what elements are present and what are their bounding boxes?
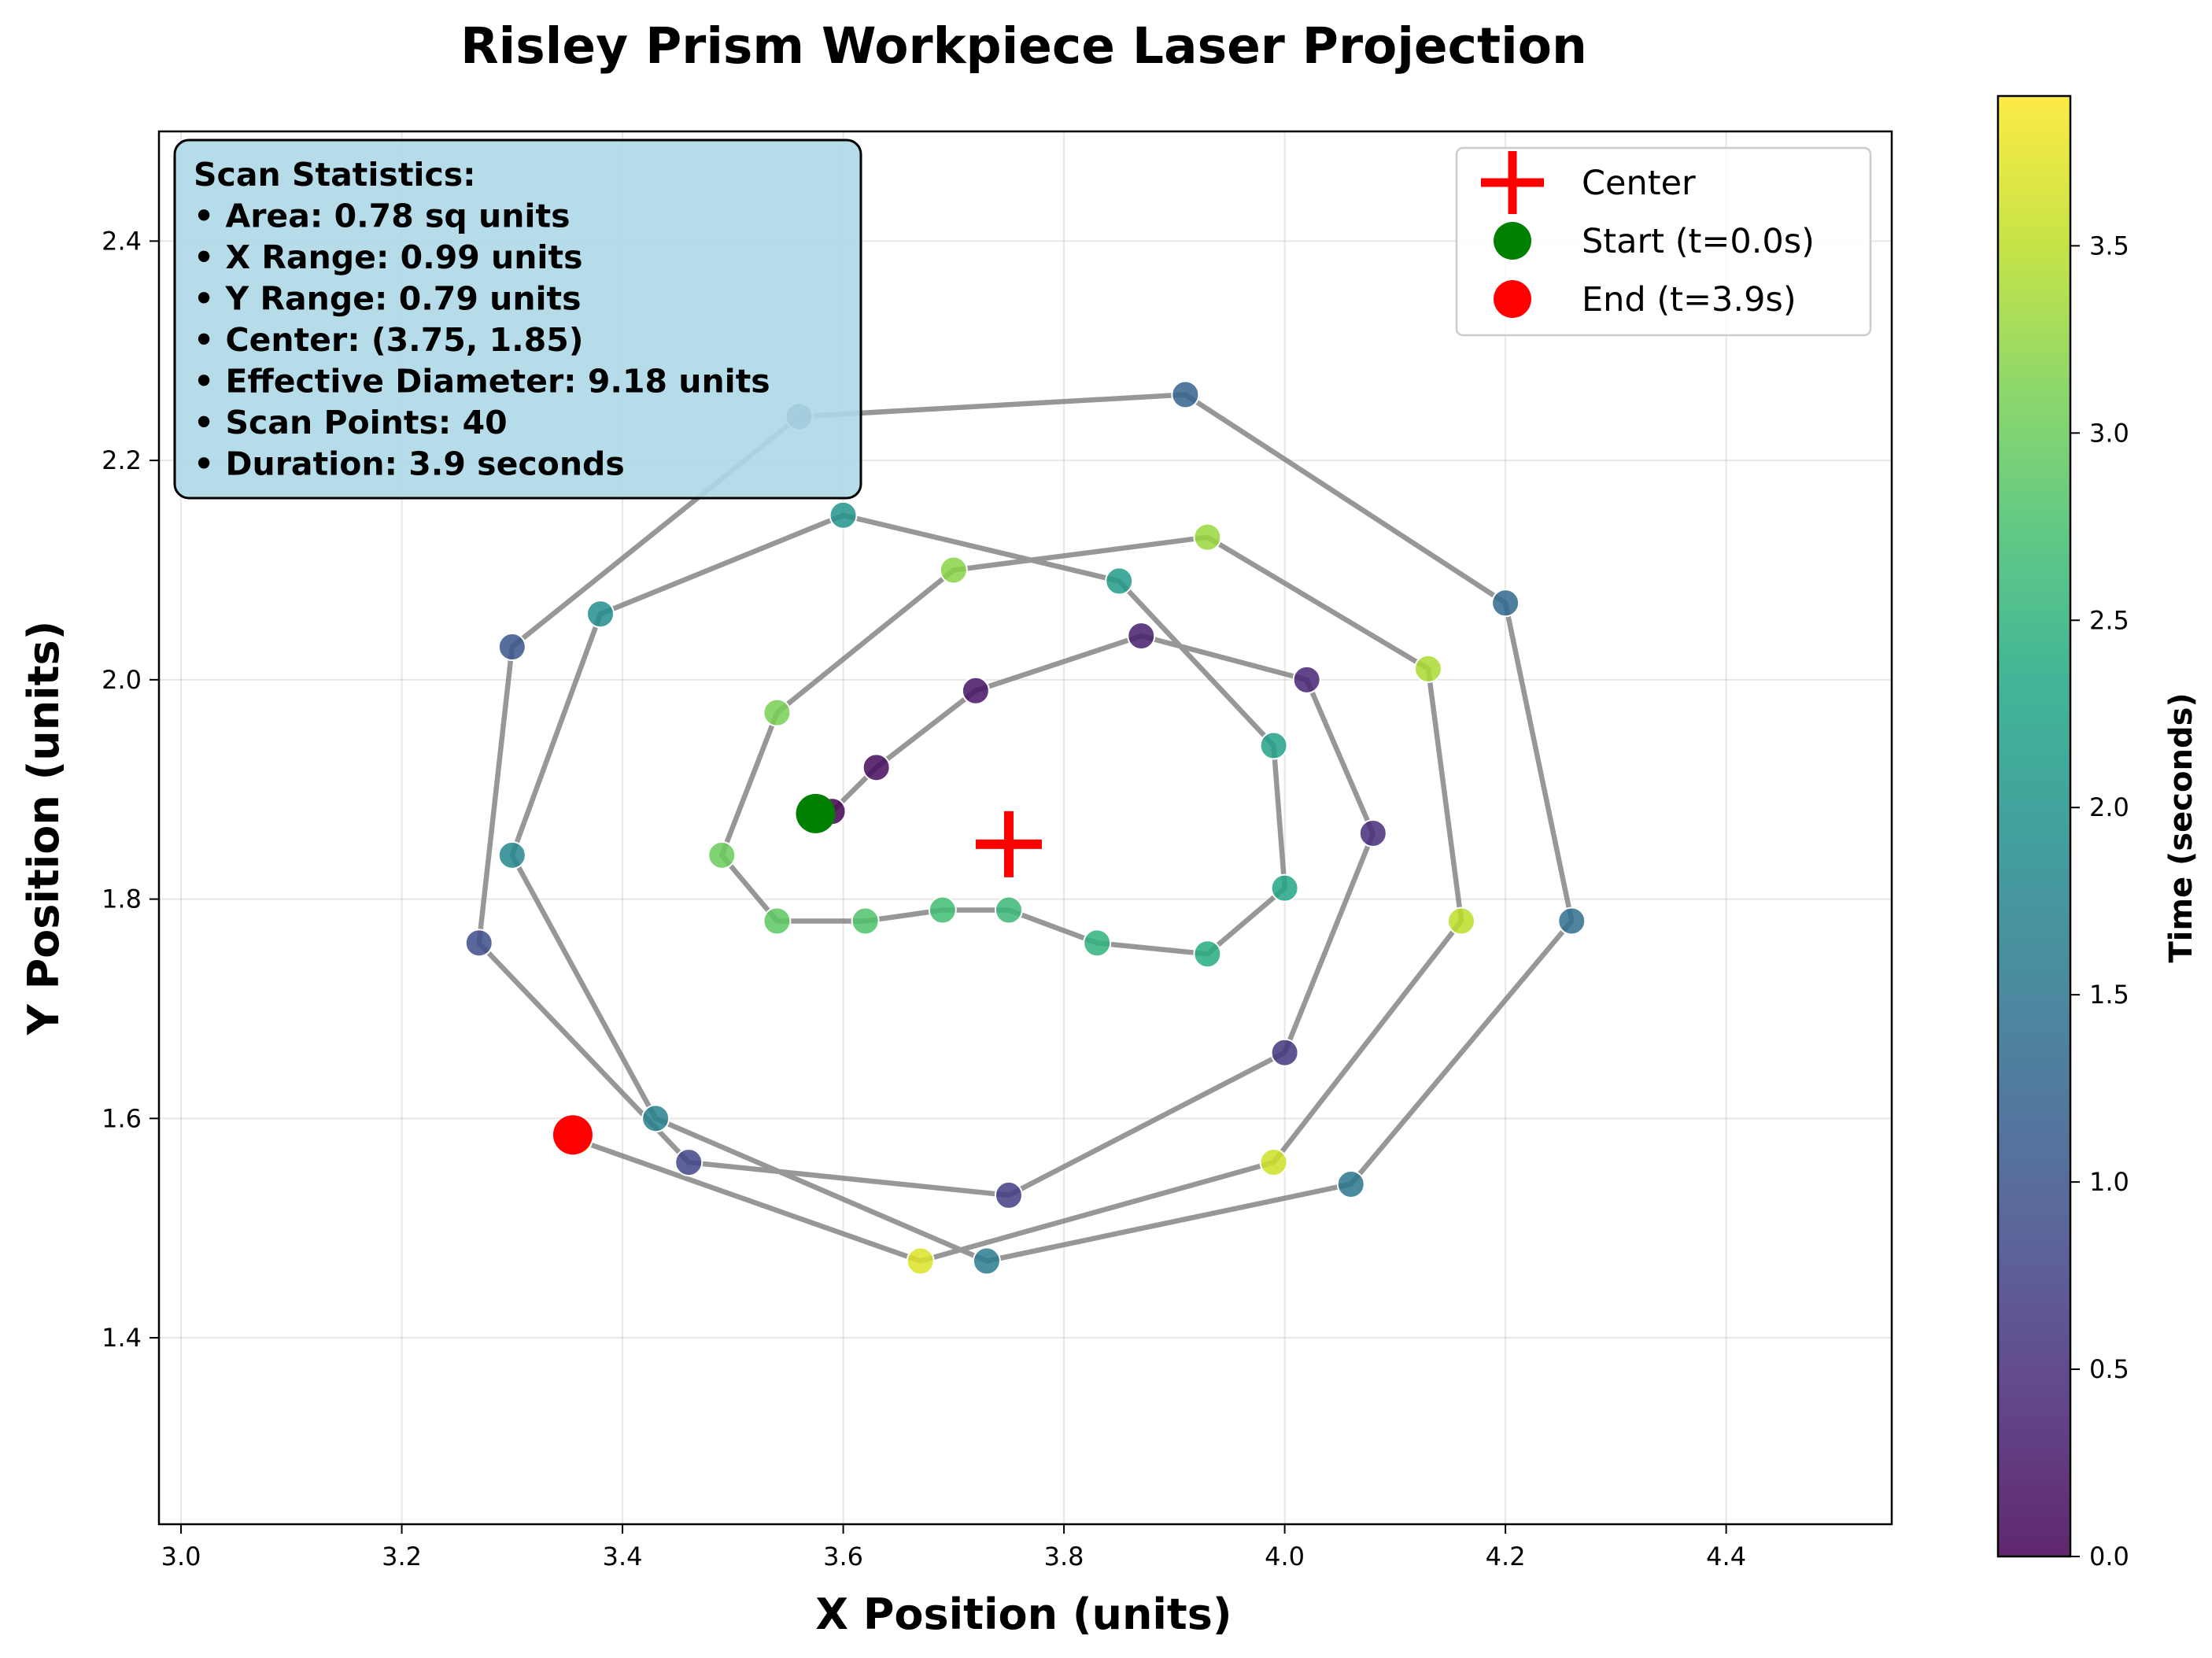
scan-point: [763, 907, 792, 936]
x-tick-label: 3.4: [603, 1542, 643, 1571]
stats-line: Scan Statistics:: [194, 156, 476, 194]
stats-line: • Scan Points: 40: [194, 404, 508, 441]
colorbar-tick-label: 3.5: [2089, 231, 2129, 260]
scan-point: [994, 1180, 1023, 1209]
stats-line: • X Range: 0.99 units: [194, 238, 582, 276]
scan-point: [763, 698, 792, 727]
scan-point: [1127, 622, 1156, 651]
colorbar-tick-label: 2.5: [2089, 605, 2129, 635]
y-tick-label: 2.2: [102, 445, 142, 475]
colorbar: 0.0 0.5 1.0 1.5 2.0 2.5 3.0 3.5 Time (seconds): [1996, 94, 2199, 1571]
legend-label: Start (t=0.0s): [1582, 222, 1815, 261]
stats-line: • Center: (3.75, 1.85): [194, 321, 584, 359]
stats-box-background: [173, 138, 862, 500]
scan-point: [906, 1246, 935, 1276]
stats-line: • Y Range: 0.79 units: [194, 280, 582, 318]
stats-line: • Duration: 3.9 seconds: [194, 445, 625, 483]
colorbar-title: Time (seconds): [2163, 692, 2199, 962]
scan-point: [1259, 731, 1288, 760]
stats-box: Scan Statistics: • Area: 0.78 sq units• X…: [173, 138, 862, 500]
scan-point: [1193, 940, 1222, 969]
x-tick-label: 4.0: [1265, 1542, 1305, 1571]
scan-point: [586, 600, 615, 629]
scan-point: [1270, 1038, 1299, 1067]
scan-points: [464, 380, 1586, 1276]
stats-line: • Effective Diameter: 9.18 units: [194, 363, 770, 401]
plot-area-frame: [157, 130, 1893, 1526]
stats-line: • Area: 0.78 sq units: [194, 198, 570, 235]
y-tick-label: 2.4: [102, 226, 142, 256]
legend: Center Start (t=0.0s) End (t=3.9s): [1455, 146, 1872, 337]
x-axis-ticks: 3.0 3.2 3.4 3.6 3.8 4.0 4.2 4.4: [161, 1524, 1746, 1571]
scan-point: [1447, 907, 1476, 936]
x-tick-label: 3.0: [161, 1542, 201, 1571]
x-tick-label: 4.2: [1486, 1542, 1526, 1571]
scan-point: [497, 633, 526, 662]
legend-entries: Center Start (t=0.0s) End (t=3.9s): [1481, 151, 1815, 319]
scan-point: [972, 1246, 1001, 1276]
special-markers: [552, 793, 1042, 1155]
y-tick-label: 1.6: [102, 1103, 142, 1133]
y-tick-label: 1.8: [102, 884, 142, 914]
scan-point: [961, 676, 990, 705]
scan-path: [476, 392, 1575, 1264]
scan-point: [497, 840, 526, 870]
colorbar-tick-label: 0.5: [2089, 1354, 2129, 1384]
scan-point: [862, 753, 891, 782]
y-tick-label: 2.0: [102, 665, 142, 695]
scan-point: [1413, 654, 1442, 683]
x-tick-label: 3.6: [823, 1542, 863, 1571]
legend-label: End (t=3.9s): [1582, 280, 1797, 319]
scan-point: [1193, 523, 1222, 552]
legend-marker-swatch: [1494, 280, 1531, 318]
scan-point: [994, 895, 1023, 925]
scan-point: [1358, 818, 1387, 847]
scan-point: [1491, 589, 1520, 618]
chart-title: Risley Prism Workpiece Laser Projection: [460, 17, 1587, 75]
scan-point: [829, 500, 858, 530]
colorbar-tick-label: 2.0: [2089, 792, 2129, 822]
scan-point: [707, 840, 737, 870]
scan-point: [939, 556, 968, 585]
scan-point: [674, 1148, 703, 1177]
x-axis-title: X Position (units): [815, 1590, 1232, 1639]
scan-point: [1336, 1169, 1365, 1198]
scan-point: [1083, 929, 1112, 958]
colorbar-gradient: [1996, 94, 2072, 1558]
colorbar-tick-label: 1.5: [2089, 980, 2129, 1010]
legend-label: Center: [1582, 164, 1696, 203]
x-tick-label: 3.2: [382, 1542, 422, 1571]
scan-point: [1105, 567, 1134, 596]
colorbar-tick-label: 3.0: [2089, 418, 2129, 448]
y-axis-ticks: 1.4 1.6 1.8 2.0 2.2 2.4: [102, 226, 159, 1353]
y-axis-title: Y Position (units): [19, 621, 68, 1036]
scan-point: [1292, 665, 1321, 694]
scan-point: [1259, 1148, 1288, 1177]
colorbar-tick-label: 0.0: [2089, 1542, 2129, 1571]
scan-point: [464, 929, 493, 958]
colorbar-tick-label: 1.0: [2089, 1167, 2129, 1197]
x-tick-label: 4.4: [1706, 1542, 1746, 1571]
legend-marker-swatch: [1494, 222, 1531, 260]
start-marker: [796, 793, 836, 833]
legend-frame: [1455, 146, 1872, 337]
scan-point: [1270, 873, 1299, 903]
colorbar-ticks: 0.0 0.5 1.0 1.5 2.0 2.5 3.0 3.5: [2070, 231, 2129, 1571]
scan-point: [641, 1104, 670, 1133]
scan-point: [1171, 380, 1200, 409]
end-marker: [552, 1115, 593, 1155]
x-tick-label: 3.8: [1044, 1542, 1084, 1571]
scan-point: [928, 895, 957, 925]
y-tick-label: 1.4: [102, 1323, 142, 1353]
scan-point: [851, 907, 880, 936]
scan-path-line: [476, 392, 1575, 1264]
scan-point: [1557, 907, 1586, 936]
stats-lines: Scan Statistics: • Area: 0.78 sq units• X…: [194, 156, 770, 483]
